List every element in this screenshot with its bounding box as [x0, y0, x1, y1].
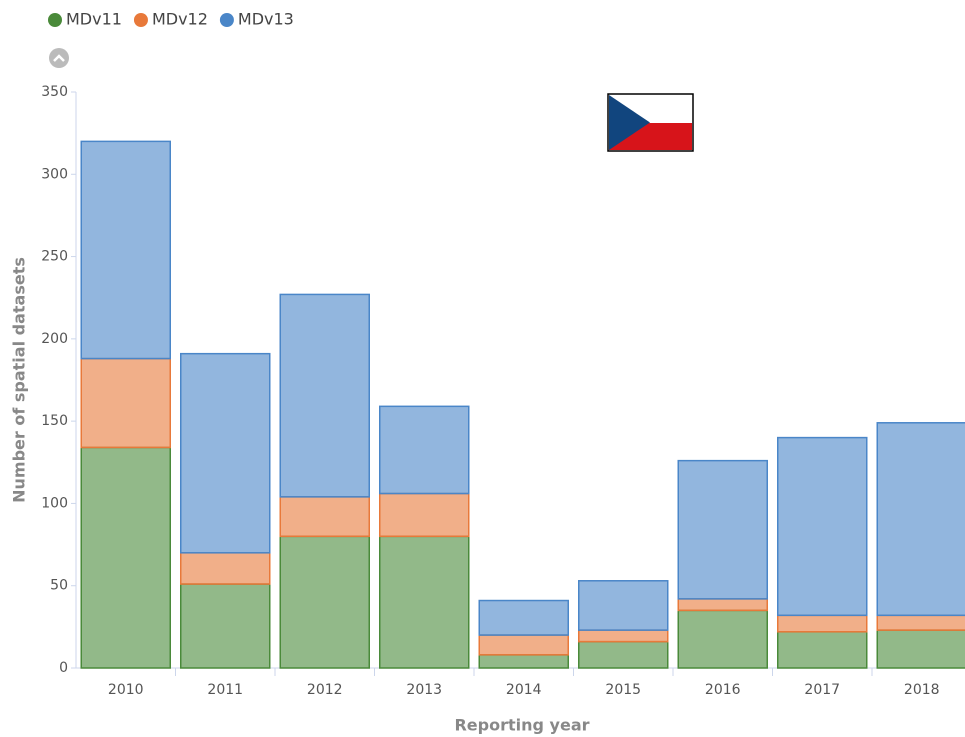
bar-segment — [180, 552, 271, 585]
legend-label: MDv13 — [238, 10, 294, 29]
bar-segment — [677, 459, 768, 600]
x-tick-label: 2014 — [506, 682, 542, 698]
x-tick-label: 2010 — [108, 682, 144, 698]
bar-segment — [80, 446, 171, 669]
x-tick-label: 2015 — [605, 682, 641, 698]
y-tick-label: 100 — [41, 495, 68, 511]
collapse-chevron[interactable] — [53, 54, 65, 62]
bar-segment — [578, 640, 669, 669]
bar-segment — [876, 629, 965, 669]
bar-segment — [80, 140, 171, 360]
bar-segment — [279, 293, 370, 498]
bar-segment — [578, 580, 669, 631]
y-tick-label: 300 — [41, 166, 68, 182]
bar-segment — [180, 583, 271, 669]
legend-label: MDv12 — [152, 10, 208, 29]
bar-segment — [279, 496, 370, 538]
x-tick-label: 2012 — [307, 682, 343, 698]
y-tick-label: 250 — [41, 249, 68, 265]
x-tick-label: 2013 — [406, 682, 442, 698]
x-tick-label: 2011 — [207, 682, 243, 698]
legend-marker — [133, 13, 148, 27]
bar-segment — [379, 492, 470, 538]
x-axis-title: Reporting year — [454, 716, 589, 735]
y-tick-label: 350 — [41, 84, 68, 100]
bar-segment — [677, 598, 768, 612]
collapse-circle[interactable] — [49, 48, 69, 68]
bar-segment — [677, 609, 768, 669]
y-tick-label: 50 — [50, 578, 68, 594]
collapse-icon[interactable] — [49, 48, 69, 68]
x-tick-label: 2016 — [705, 682, 741, 698]
bar-segment — [478, 654, 569, 669]
flag-blue — [609, 95, 650, 150]
legend-label: MDv11 — [66, 10, 122, 29]
bar-segment — [279, 535, 370, 669]
bar-segment — [478, 599, 569, 636]
y-tick-label: 0 — [59, 660, 68, 676]
bar-segment — [777, 436, 868, 617]
bar-segment — [876, 614, 965, 631]
bar-segment — [777, 631, 868, 669]
bar-segment — [379, 405, 470, 495]
flag — [607, 93, 694, 152]
bar-segment — [777, 614, 868, 633]
bar-segment — [578, 629, 669, 643]
y-axis-title: Number of spatial datasets — [10, 257, 29, 503]
bar-segment — [478, 634, 569, 656]
bar-segment — [876, 422, 965, 617]
y-tick-label: 200 — [41, 331, 68, 347]
bar-segment — [180, 352, 271, 554]
bar-segment — [80, 357, 171, 449]
legend-marker — [219, 13, 234, 27]
legend-marker — [48, 13, 62, 27]
x-tick-label: 2017 — [804, 682, 840, 698]
y-tick-label: 150 — [41, 413, 68, 429]
bar-segment — [379, 535, 470, 669]
x-tick-label: 2018 — [904, 682, 940, 698]
